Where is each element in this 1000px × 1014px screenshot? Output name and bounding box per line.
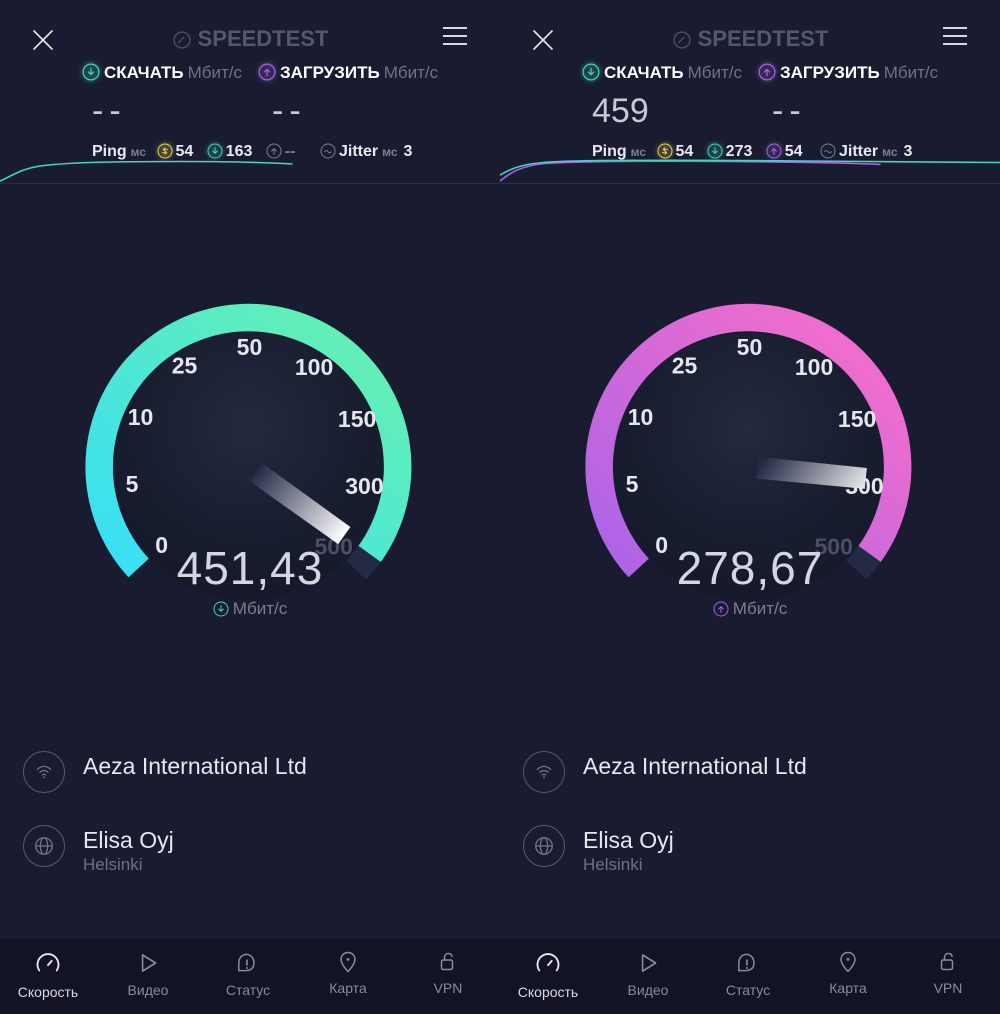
svg-text:10: 10 [128,404,154,430]
svg-text:150: 150 [338,406,376,432]
svg-text:150: 150 [838,406,876,432]
svg-text:5: 5 [626,471,639,497]
svg-text:300: 300 [345,473,383,499]
svg-text:25: 25 [672,353,698,379]
svg-text:50: 50 [737,334,763,360]
svg-text:25: 25 [172,353,198,379]
svg-text:100: 100 [795,354,833,380]
svg-text:50: 50 [237,334,263,360]
svg-text:10: 10 [628,404,654,430]
svg-text:5: 5 [126,471,139,497]
svg-text:100: 100 [295,354,333,380]
